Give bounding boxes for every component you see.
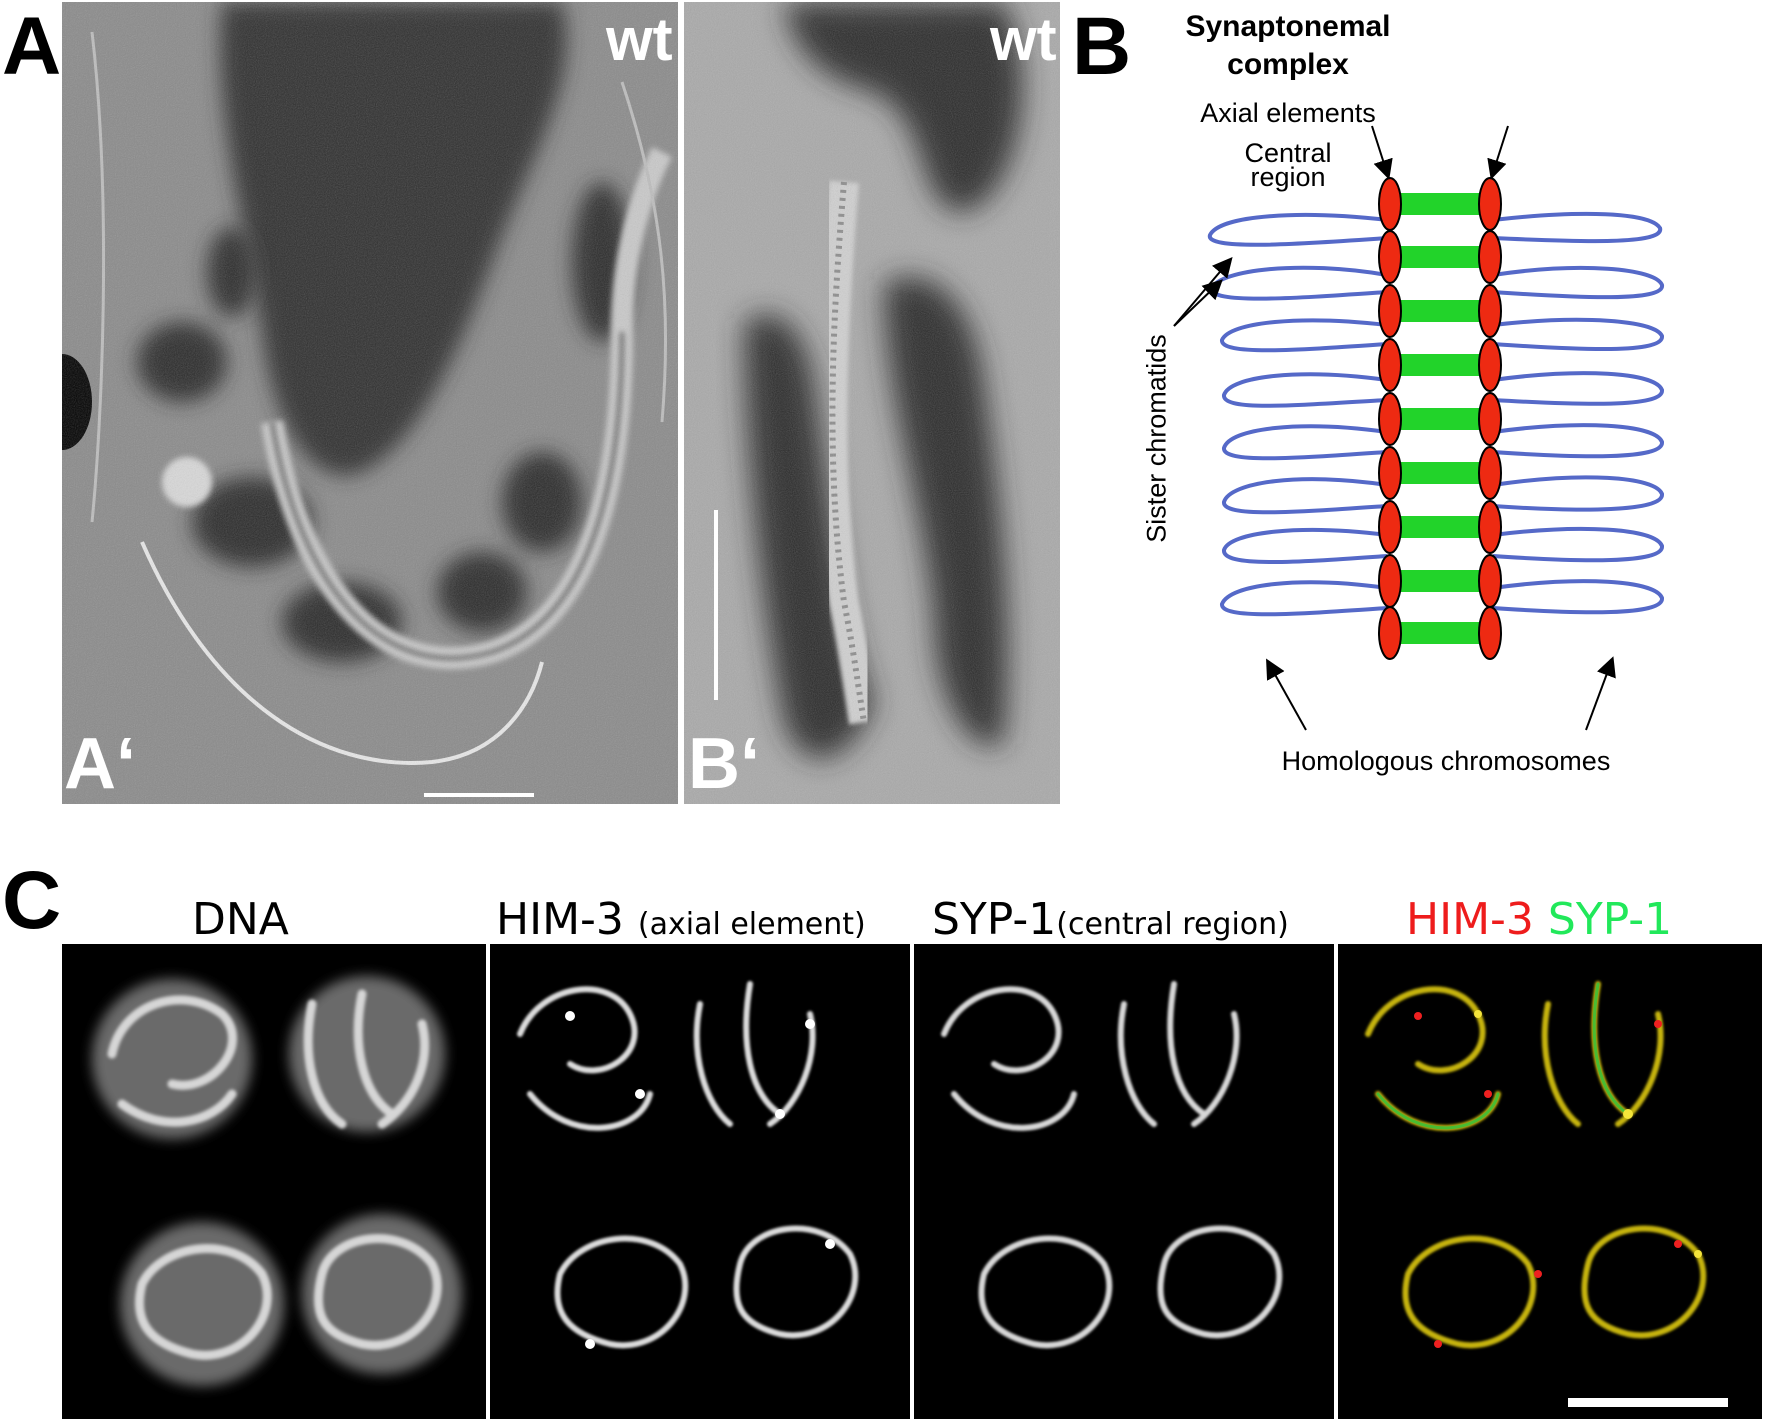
title-syp1: SYP-1(central region) xyxy=(932,898,1289,942)
axial-elements-right xyxy=(1478,177,1502,660)
label-homologous-chromosomes: Homologous chromosomes xyxy=(1281,746,1611,776)
diagram-arrows xyxy=(1173,125,1616,731)
title-dna: DNA xyxy=(192,894,289,945)
title-him3-name: HIM-3 xyxy=(496,894,624,945)
subpanel-label-a-prime: A‘ xyxy=(64,724,136,804)
subpanel-label-b-prime: B‘ xyxy=(688,724,760,804)
diagram-title-line2: complex xyxy=(1227,48,1349,81)
panel-letter-a: A xyxy=(2,1,62,92)
genotype-label-right: wt xyxy=(990,6,1057,73)
title-merge: HIM-3 SYP-1 xyxy=(1406,898,1672,942)
synaptonemal-complex-diagram xyxy=(1173,125,1664,731)
title-syp1-name: SYP-1 xyxy=(932,894,1057,945)
title-syp1-note: (central region) xyxy=(1056,907,1289,942)
em-image-left xyxy=(62,2,678,804)
scale-bar-b xyxy=(714,510,718,700)
title-merge-red: HIM-3 xyxy=(1406,894,1534,945)
diagram-title-line1: Synaptonemal xyxy=(1185,10,1391,43)
chromatin-loops-left xyxy=(1207,213,1388,617)
label-central-region-line1: Central xyxy=(1244,138,1332,168)
fluor-panel-him3 xyxy=(490,944,910,1419)
fluor-panel-merge xyxy=(1338,944,1762,1419)
em-image-right xyxy=(684,2,1060,804)
panel-letter-c: C xyxy=(2,855,62,946)
title-merge-green: SYP-1 xyxy=(1547,894,1673,945)
label-axial-elements: Axial elements xyxy=(1200,98,1376,128)
chromatin-loops-right xyxy=(1492,211,1664,615)
panel-letter-b: B xyxy=(1072,1,1132,92)
fluor-panel-dna xyxy=(62,944,486,1419)
title-him3: HIM-3 (axial element) xyxy=(496,898,866,942)
title-him3-note: (axial element) xyxy=(637,907,866,942)
fluor-panel-syp1 xyxy=(914,944,1334,1419)
central-region-bars xyxy=(1400,193,1480,644)
label-central-region-line2: region xyxy=(1250,162,1326,192)
axial-elements-left xyxy=(1378,177,1402,660)
scale-bar-c xyxy=(1568,1398,1728,1407)
genotype-label-left: wt xyxy=(606,6,673,73)
scale-bar-a xyxy=(424,793,534,797)
